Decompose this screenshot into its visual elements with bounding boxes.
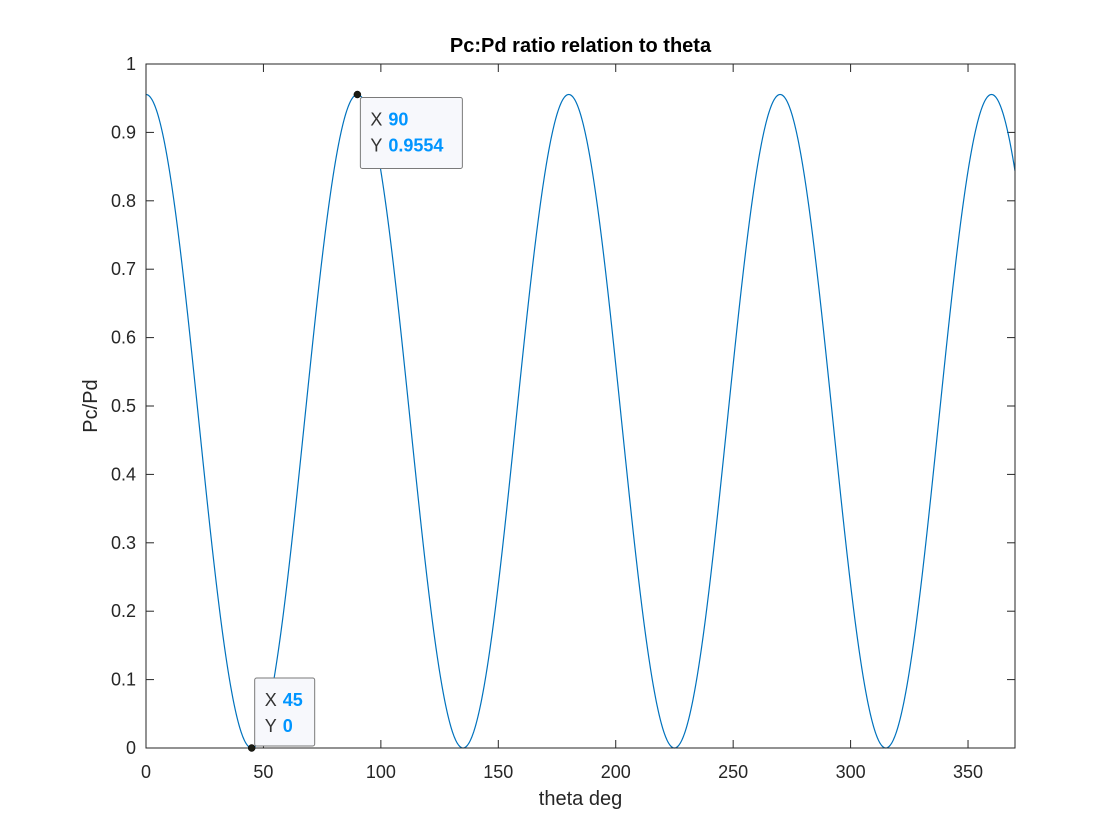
datatip[interactable]: X 90 Y 0.9554 <box>353 90 463 170</box>
datatip-x-value: 45 <box>283 690 303 710</box>
y-tick-label: 0.7 <box>111 259 136 279</box>
y-tick-label: 0.3 <box>111 533 136 553</box>
datatips: X 45Y 0X 90Y 0.9554 <box>247 90 463 752</box>
series-group <box>145 93 1016 749</box>
datatip-marker[interactable] <box>247 744 256 752</box>
x-tick-labels: 0 50 100 150 200 250 300 350 <box>141 762 983 782</box>
y-tick-label: 1 <box>126 54 136 74</box>
datatip-y-value: 0 <box>283 716 293 736</box>
x-tick-label: 250 <box>718 762 748 782</box>
x-tick-label: 350 <box>953 762 983 782</box>
y-axis-label: Pc/Pd <box>80 379 102 432</box>
y-tick-label: 0.1 <box>111 670 136 690</box>
y-tick-label: 0.8 <box>111 191 136 211</box>
x-axis-label: theta deg <box>539 788 622 810</box>
datatip-marker[interactable] <box>353 90 362 99</box>
y-tick-label: 0.4 <box>111 464 136 484</box>
datatip-x-label: X <box>370 110 382 130</box>
y-tick-label: 0.2 <box>111 601 136 621</box>
plot-area <box>146 64 1015 748</box>
x-tick-label: 150 <box>483 762 513 782</box>
datatip-box <box>359 97 463 170</box>
chart-title: Pc:Pd ratio relation to theta <box>450 35 712 57</box>
datatip-x-label: X <box>265 690 277 710</box>
axes-box <box>145 63 1016 749</box>
x-tick-label: 200 <box>601 762 631 782</box>
datatip-y-label: Y <box>265 716 277 736</box>
datatip-y-value: 0.9554 <box>388 136 443 156</box>
datatip[interactable]: X 45 Y 0 <box>247 677 316 752</box>
y-tick-label: 0 <box>126 738 136 758</box>
datatip-x-value: 90 <box>388 110 408 130</box>
datatip-box <box>254 677 316 747</box>
y-tick-labels: 0 0.1 0.2 0.3 0.4 0.5 0.6 0.7 0.8 0.9 1 <box>111 54 136 758</box>
y-tick-label: 0.9 <box>111 122 136 142</box>
y-tick-label: 0.5 <box>111 396 136 416</box>
datatip-y-label: Y <box>370 136 382 156</box>
y-tick-label: 0.6 <box>111 328 136 348</box>
x-tick-label: 0 <box>141 762 151 782</box>
x-tick-label: 100 <box>366 762 396 782</box>
x-tick-label: 50 <box>253 762 273 782</box>
x-tick-label: 300 <box>836 762 866 782</box>
series-line-0 <box>145 93 1016 749</box>
